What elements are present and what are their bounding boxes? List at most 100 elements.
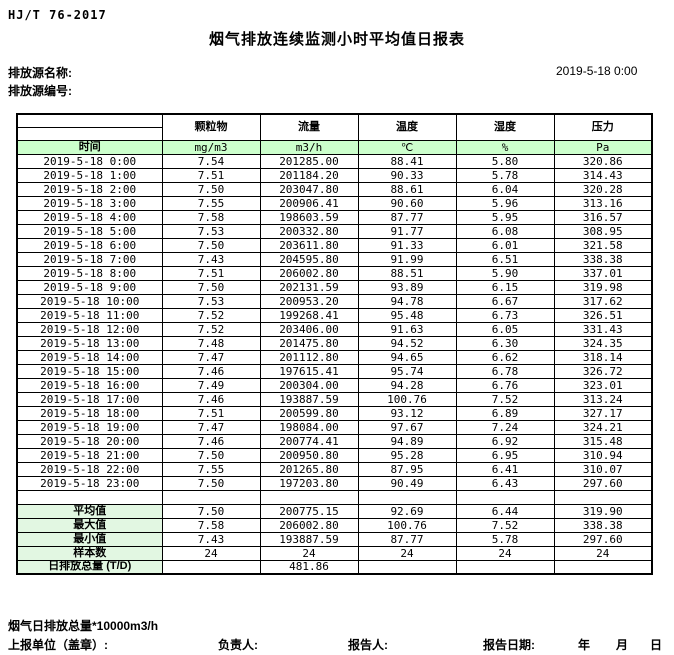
column-header-pm: 颗粒物 <box>161 113 261 141</box>
time-cell: 2019-5-18 8:00 <box>16 265 163 281</box>
value-cell: 6.92 <box>455 433 555 449</box>
unit-pm: mg/m3 <box>161 139 261 155</box>
hourly-data-row: 2019-5-18 16:00 7.49 200304.00 94.28 6.76 323… <box>16 377 653 393</box>
hourly-data-row: 2019-5-18 8:00 7.51 206002.80 88.51 5.90 337.… <box>16 265 653 281</box>
value-cell: 7.46 <box>161 363 261 379</box>
value-cell: 200304.00 <box>259 377 359 393</box>
summary-label-cell: 平均值 <box>16 503 163 519</box>
value-cell: 7.50 <box>161 447 261 463</box>
summary-row: 最大值 7.58 206002.80 100.76 7.52 338.38 <box>16 517 653 533</box>
value-cell: 87.95 <box>357 461 457 477</box>
value-cell: 198603.59 <box>259 209 359 225</box>
column-header-pressure: 压力 <box>553 113 653 141</box>
summary-label-cell: 最小值 <box>16 531 163 547</box>
value-cell: 95.28 <box>357 447 457 463</box>
value-cell: 310.07 <box>553 461 653 477</box>
value-cell: 6.76 <box>455 377 555 393</box>
value-cell: 90.33 <box>357 167 457 183</box>
summary-value-cell: 7.58 <box>161 517 261 533</box>
spacer-cell <box>553 489 653 505</box>
value-cell: 6.78 <box>455 363 555 379</box>
time-cell: 2019-5-18 23:00 <box>16 475 163 491</box>
hourly-data-row: 2019-5-18 4:00 7.58 198603.59 87.77 5.95 316.… <box>16 209 653 225</box>
value-cell: 201475.80 <box>259 335 359 351</box>
monitoring-table: 颗粒物 流量 温度 湿度 压力 时间 mg/m3 m3/h ℃ % Pa 201… <box>16 113 653 575</box>
time-cell: 2019-5-18 10:00 <box>16 293 163 309</box>
value-cell: 7.53 <box>161 293 261 309</box>
value-cell: 7.47 <box>161 419 261 435</box>
unit-flow: m3/h <box>259 139 359 155</box>
value-cell: 7.50 <box>161 279 261 295</box>
value-cell: 206002.80 <box>259 265 359 281</box>
value-cell: 6.51 <box>455 251 555 267</box>
summary-value-cell <box>357 559 457 575</box>
summary-value-cell: 7.43 <box>161 531 261 547</box>
hourly-data-row: 2019-5-18 13:00 7.48 201475.80 94.52 6.30 324… <box>16 335 653 351</box>
unit-pressure: Pa <box>553 139 653 155</box>
summary-value-cell: 24 <box>455 545 555 561</box>
value-cell: 6.08 <box>455 223 555 239</box>
value-cell: 320.86 <box>553 153 653 169</box>
hourly-data-row: 2019-5-18 5:00 7.53 200332.80 91.77 6.08 308.… <box>16 223 653 239</box>
time-cell: 2019-5-18 11:00 <box>16 307 163 323</box>
time-cell: 2019-5-18 4:00 <box>16 209 163 225</box>
value-cell: 95.48 <box>357 307 457 323</box>
value-cell: 90.49 <box>357 475 457 491</box>
time-cell: 2019-5-18 12:00 <box>16 321 163 337</box>
value-cell: 314.43 <box>553 167 653 183</box>
spacer-cell <box>357 489 457 505</box>
summary-row: 平均值 7.50 200775.15 92.69 6.44 319.90 <box>16 503 653 519</box>
value-cell: 198084.00 <box>259 419 359 435</box>
value-cell: 199268.41 <box>259 307 359 323</box>
value-cell: 321.58 <box>553 237 653 253</box>
report-unit-label: 上报单位（盖章）: <box>8 638 108 652</box>
value-cell: 197203.80 <box>259 475 359 491</box>
value-cell: 6.43 <box>455 475 555 491</box>
value-cell: 323.01 <box>553 377 653 393</box>
value-cell: 200774.41 <box>259 433 359 449</box>
hourly-data-row: 2019-5-18 23:00 7.50 197203.80 90.49 6.43 297… <box>16 475 653 491</box>
value-cell: 6.95 <box>455 447 555 463</box>
value-cell: 7.47 <box>161 349 261 365</box>
time-cell: 2019-5-18 19:00 <box>16 419 163 435</box>
value-cell: 7.51 <box>161 265 261 281</box>
year-label: 年 <box>578 638 591 652</box>
value-cell: 91.33 <box>357 237 457 253</box>
summary-value-cell: 338.38 <box>553 517 653 533</box>
time-header-top-cell <box>16 113 163 128</box>
value-cell: 7.49 <box>161 377 261 393</box>
value-cell: 7.52 <box>161 307 261 323</box>
time-cell: 2019-5-18 22:00 <box>16 461 163 477</box>
value-cell: 88.61 <box>357 181 457 197</box>
value-cell: 91.99 <box>357 251 457 267</box>
value-cell: 6.05 <box>455 321 555 337</box>
value-cell: 7.55 <box>161 195 261 211</box>
value-cell: 6.62 <box>455 349 555 365</box>
summary-value-cell: 5.78 <box>455 531 555 547</box>
value-cell: 201112.80 <box>259 349 359 365</box>
value-cell: 6.01 <box>455 237 555 253</box>
spacer-cell <box>455 489 555 505</box>
source-id-label: 排放源编号: <box>8 84 72 98</box>
time-cell: 2019-5-18 9:00 <box>16 279 163 295</box>
value-cell: 6.04 <box>455 181 555 197</box>
time-cell: 2019-5-18 0:00 <box>16 153 163 169</box>
value-cell: 313.24 <box>553 391 653 407</box>
value-cell: 203406.00 <box>259 321 359 337</box>
hourly-data-row: 2019-5-18 2:00 7.50 203047.80 88.61 6.04 320.… <box>16 181 653 197</box>
value-cell: 193887.59 <box>259 391 359 407</box>
summary-value-cell: 193887.59 <box>259 531 359 547</box>
value-cell: 7.53 <box>161 223 261 239</box>
value-cell: 87.77 <box>357 209 457 225</box>
value-cell: 326.72 <box>553 363 653 379</box>
value-cell: 6.89 <box>455 405 555 421</box>
value-cell: 200599.80 <box>259 405 359 421</box>
value-cell: 318.14 <box>553 349 653 365</box>
hourly-data-row: 2019-5-18 18:00 7.51 200599.80 93.12 6.89 327… <box>16 405 653 421</box>
value-cell: 5.78 <box>455 167 555 183</box>
time-cell: 2019-5-18 21:00 <box>16 447 163 463</box>
spacer-row <box>16 489 653 505</box>
summary-value-cell: 7.50 <box>161 503 261 519</box>
value-cell: 5.96 <box>455 195 555 211</box>
day-label: 日 <box>650 638 663 652</box>
